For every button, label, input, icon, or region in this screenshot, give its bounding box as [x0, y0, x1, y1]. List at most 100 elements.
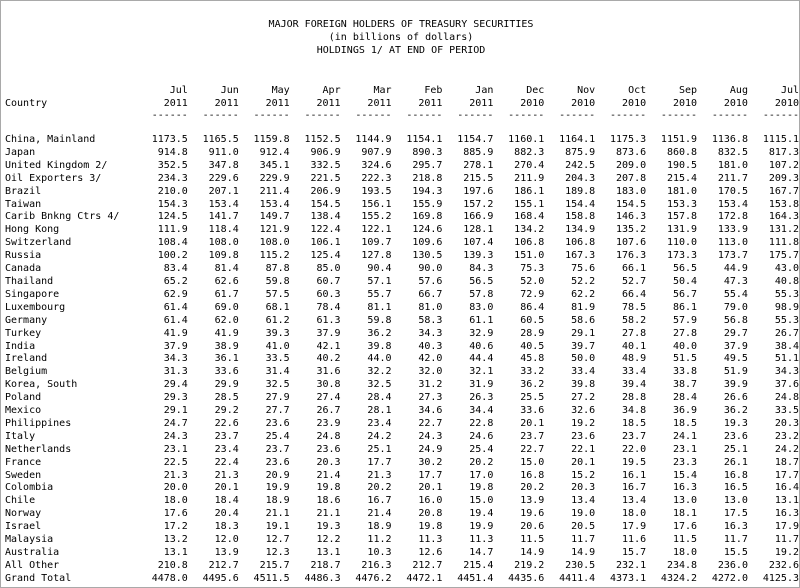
holding-value: 20.8 [418, 508, 443, 520]
holding-value: 28.4 [367, 392, 392, 404]
column-month: Apr [322, 85, 341, 96]
holding-value: 20.2 [520, 482, 545, 494]
country-name: Mexico [5, 405, 42, 417]
holding-value: 17.9 [622, 521, 647, 533]
holding-value: 197.6 [463, 185, 494, 197]
holding-value: 22.5 [163, 456, 188, 468]
holding-value: 22.4 [214, 456, 239, 468]
holding-value: 86.1 [672, 301, 698, 313]
holding-value: 33.4 [622, 366, 647, 378]
holding-value: 24.2 [367, 430, 392, 442]
holding-value: 24.2 [774, 443, 799, 455]
holding-value: 66.4 [622, 288, 647, 300]
table-row: Ireland 34.3 36.1 33.5 40.2 44.0 42.0 44.4 45.8 5… [5, 353, 799, 366]
holding-value: 890.3 [412, 146, 443, 158]
holding-value: 60.5 [520, 314, 545, 326]
header-month-row: Jul Jun May Apr Mar Feb Jan Dec Nov Oct … [5, 84, 799, 97]
holding-value: 209.3 [768, 172, 799, 184]
holding-value: 23.6 [265, 456, 290, 468]
column-month: Feb [424, 85, 443, 96]
holding-value: 11.6 [622, 534, 647, 546]
holding-value: 78.4 [316, 301, 341, 313]
holding-value: 345.1 [259, 159, 290, 171]
holding-value: 28.1 [367, 405, 392, 417]
holding-value: 32.0 [418, 366, 443, 378]
holding-value: 212.7 [208, 559, 239, 571]
holding-value: 19.0 [571, 508, 596, 520]
header-year-row: Country 2011 2011 2011 2011 2011 2011 20… [5, 97, 799, 110]
holding-value: 24.8 [774, 392, 799, 404]
holding-value: 164.3 [768, 211, 799, 223]
holding-value: 56.8 [723, 314, 748, 326]
holding-value: 29.9 [214, 379, 239, 391]
holding-value: 24.7 [163, 417, 188, 429]
holding-value: 90.0 [418, 263, 443, 275]
holding-value: 62.2 [571, 288, 596, 300]
holding-value: 24.9 [418, 443, 443, 455]
holding-value: 169.8 [412, 211, 443, 223]
holding-value: 115.2 [259, 250, 290, 262]
holding-value: 15.5 [723, 547, 748, 558]
holding-value: 19.8 [316, 482, 341, 494]
holding-value: 125.4 [310, 250, 341, 262]
holding-value: 236.0 [717, 559, 748, 571]
holding-value: 29.7 [723, 327, 748, 339]
holding-value: 175.7 [768, 250, 799, 262]
holding-value: 17.2 [163, 521, 188, 533]
holding-value: 4511.5 [253, 572, 290, 584]
holding-value: 153.4 [259, 198, 290, 210]
holding-value: 60.3 [316, 288, 341, 300]
holding-value: 29.3 [163, 392, 188, 404]
holding-value: 24.3 [418, 430, 443, 442]
holding-value: 40.1 [622, 340, 647, 352]
table-row: Canada 83.4 81.4 87.8 85.0 90.4 90.0 84.3 75.3 75… [5, 263, 799, 276]
holding-value: 98.9 [774, 301, 799, 313]
holding-value: 39.4 [622, 379, 647, 391]
holding-value: 16.3 [723, 521, 748, 533]
holding-value: 23.6 [265, 417, 290, 429]
table-row: Brazil 210.0 207.1 211.4 206.9 193.5 194.3 197.… [5, 186, 799, 199]
holding-value: 13.4 [622, 495, 647, 507]
holding-value: 16.0 [418, 495, 443, 507]
holding-value: 19.5 [622, 456, 647, 468]
holding-value: 832.5 [717, 146, 748, 158]
holding-value: 28.8 [622, 392, 647, 404]
holding-value: 40.0 [672, 340, 698, 352]
holding-value: 16.8 [723, 469, 748, 481]
table-row: All Other 210.8 212.7 215.7 218.7 216.3 212.7 2… [5, 560, 799, 573]
holding-value: 19.6 [520, 508, 545, 520]
holding-value: 40.5 [520, 340, 545, 352]
holding-value: 110.0 [666, 237, 698, 249]
table-row: Poland 29.3 28.5 27.9 27.4 28.4 27.3 26.3 25.5 27… [5, 392, 799, 405]
country-name: Grand Total [5, 572, 72, 584]
holding-value: 109.6 [412, 237, 443, 249]
holding-value: 1165.5 [202, 134, 239, 145]
holding-value: 51.5 [672, 353, 698, 365]
holding-value: 107.4 [463, 237, 494, 249]
holding-value: 66.7 [418, 288, 443, 300]
holding-value: 154.5 [616, 198, 647, 210]
holding-value: 154.4 [565, 198, 596, 210]
holding-value: 57.1 [367, 275, 392, 287]
holding-value: 153.3 [666, 198, 698, 210]
table-row: Netherlands 23.1 23.4 23.7 23.6 25.1 24.9 25.4 2… [5, 444, 799, 457]
holding-value: 16.8 [520, 469, 545, 481]
holding-value: 4451.4 [457, 572, 494, 584]
holding-value: 4472.1 [406, 572, 443, 584]
holding-value: 57.9 [672, 314, 698, 326]
holding-value: 51.9 [723, 366, 748, 378]
holding-value: 36.9 [672, 405, 698, 417]
holding-value: 81.0 [418, 301, 443, 313]
country-name: All Other [5, 559, 60, 571]
column-year: 2011 [316, 98, 341, 109]
holding-value: 31.4 [265, 366, 290, 378]
country-name: Chile [5, 495, 36, 507]
holding-value: 234.8 [666, 559, 698, 571]
holding-value: 218.7 [310, 559, 341, 571]
holding-value: 23.7 [214, 430, 239, 442]
country-name: Canada [5, 263, 42, 275]
holding-value: 19.9 [265, 482, 290, 494]
holding-value: 29.4 [163, 379, 188, 391]
holding-value: 906.9 [310, 146, 341, 158]
holding-value: 194.3 [412, 185, 443, 197]
